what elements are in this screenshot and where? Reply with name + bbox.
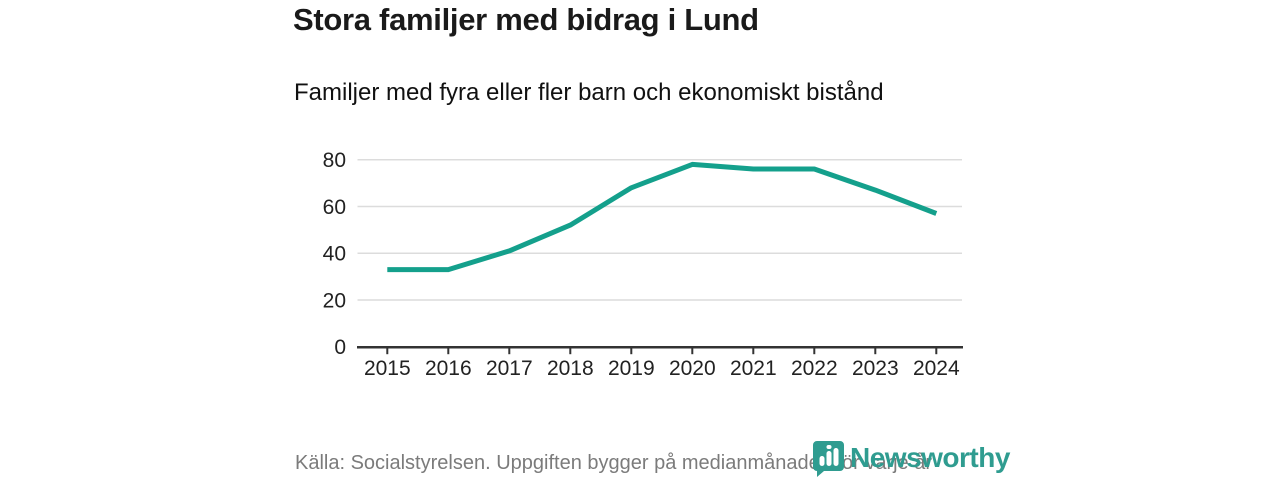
x-tick-label: 2020 (669, 357, 716, 380)
data-line (387, 161, 938, 273)
x-tick-label: 2017 (486, 357, 533, 380)
chart-subtitle: Familjer med fyra eller fler barn och ek… (294, 79, 884, 106)
x-tick-label: 2019 (608, 357, 655, 380)
newsworthy-bars-icon (813, 441, 844, 477)
y-tick-label: 80 (323, 149, 346, 172)
y-tick-label: 60 (323, 196, 346, 219)
y-tick-label: 0 (334, 336, 346, 359)
x-tick-label: 2016 (425, 357, 472, 380)
y-tick-label: 20 (323, 289, 346, 312)
x-tick-label: 2022 (791, 357, 838, 380)
source-note: Källa: Socialstyrelsen. Uppgiften bygger… (295, 452, 933, 474)
x-tick-label: 2024 (913, 357, 960, 380)
chart-title: Stora familjer med bidrag i Lund (293, 2, 759, 37)
x-tick-label: 2021 (730, 357, 777, 380)
x-tick-label: 2023 (852, 357, 899, 380)
newsworthy-logo: Newsworthy (813, 441, 1010, 477)
x-tick-label: 2015 (364, 357, 411, 380)
y-tick-label: 40 (323, 243, 346, 266)
x-tick-label: 2018 (547, 357, 594, 380)
newsworthy-logo-text: Newsworthy (850, 442, 1010, 473)
